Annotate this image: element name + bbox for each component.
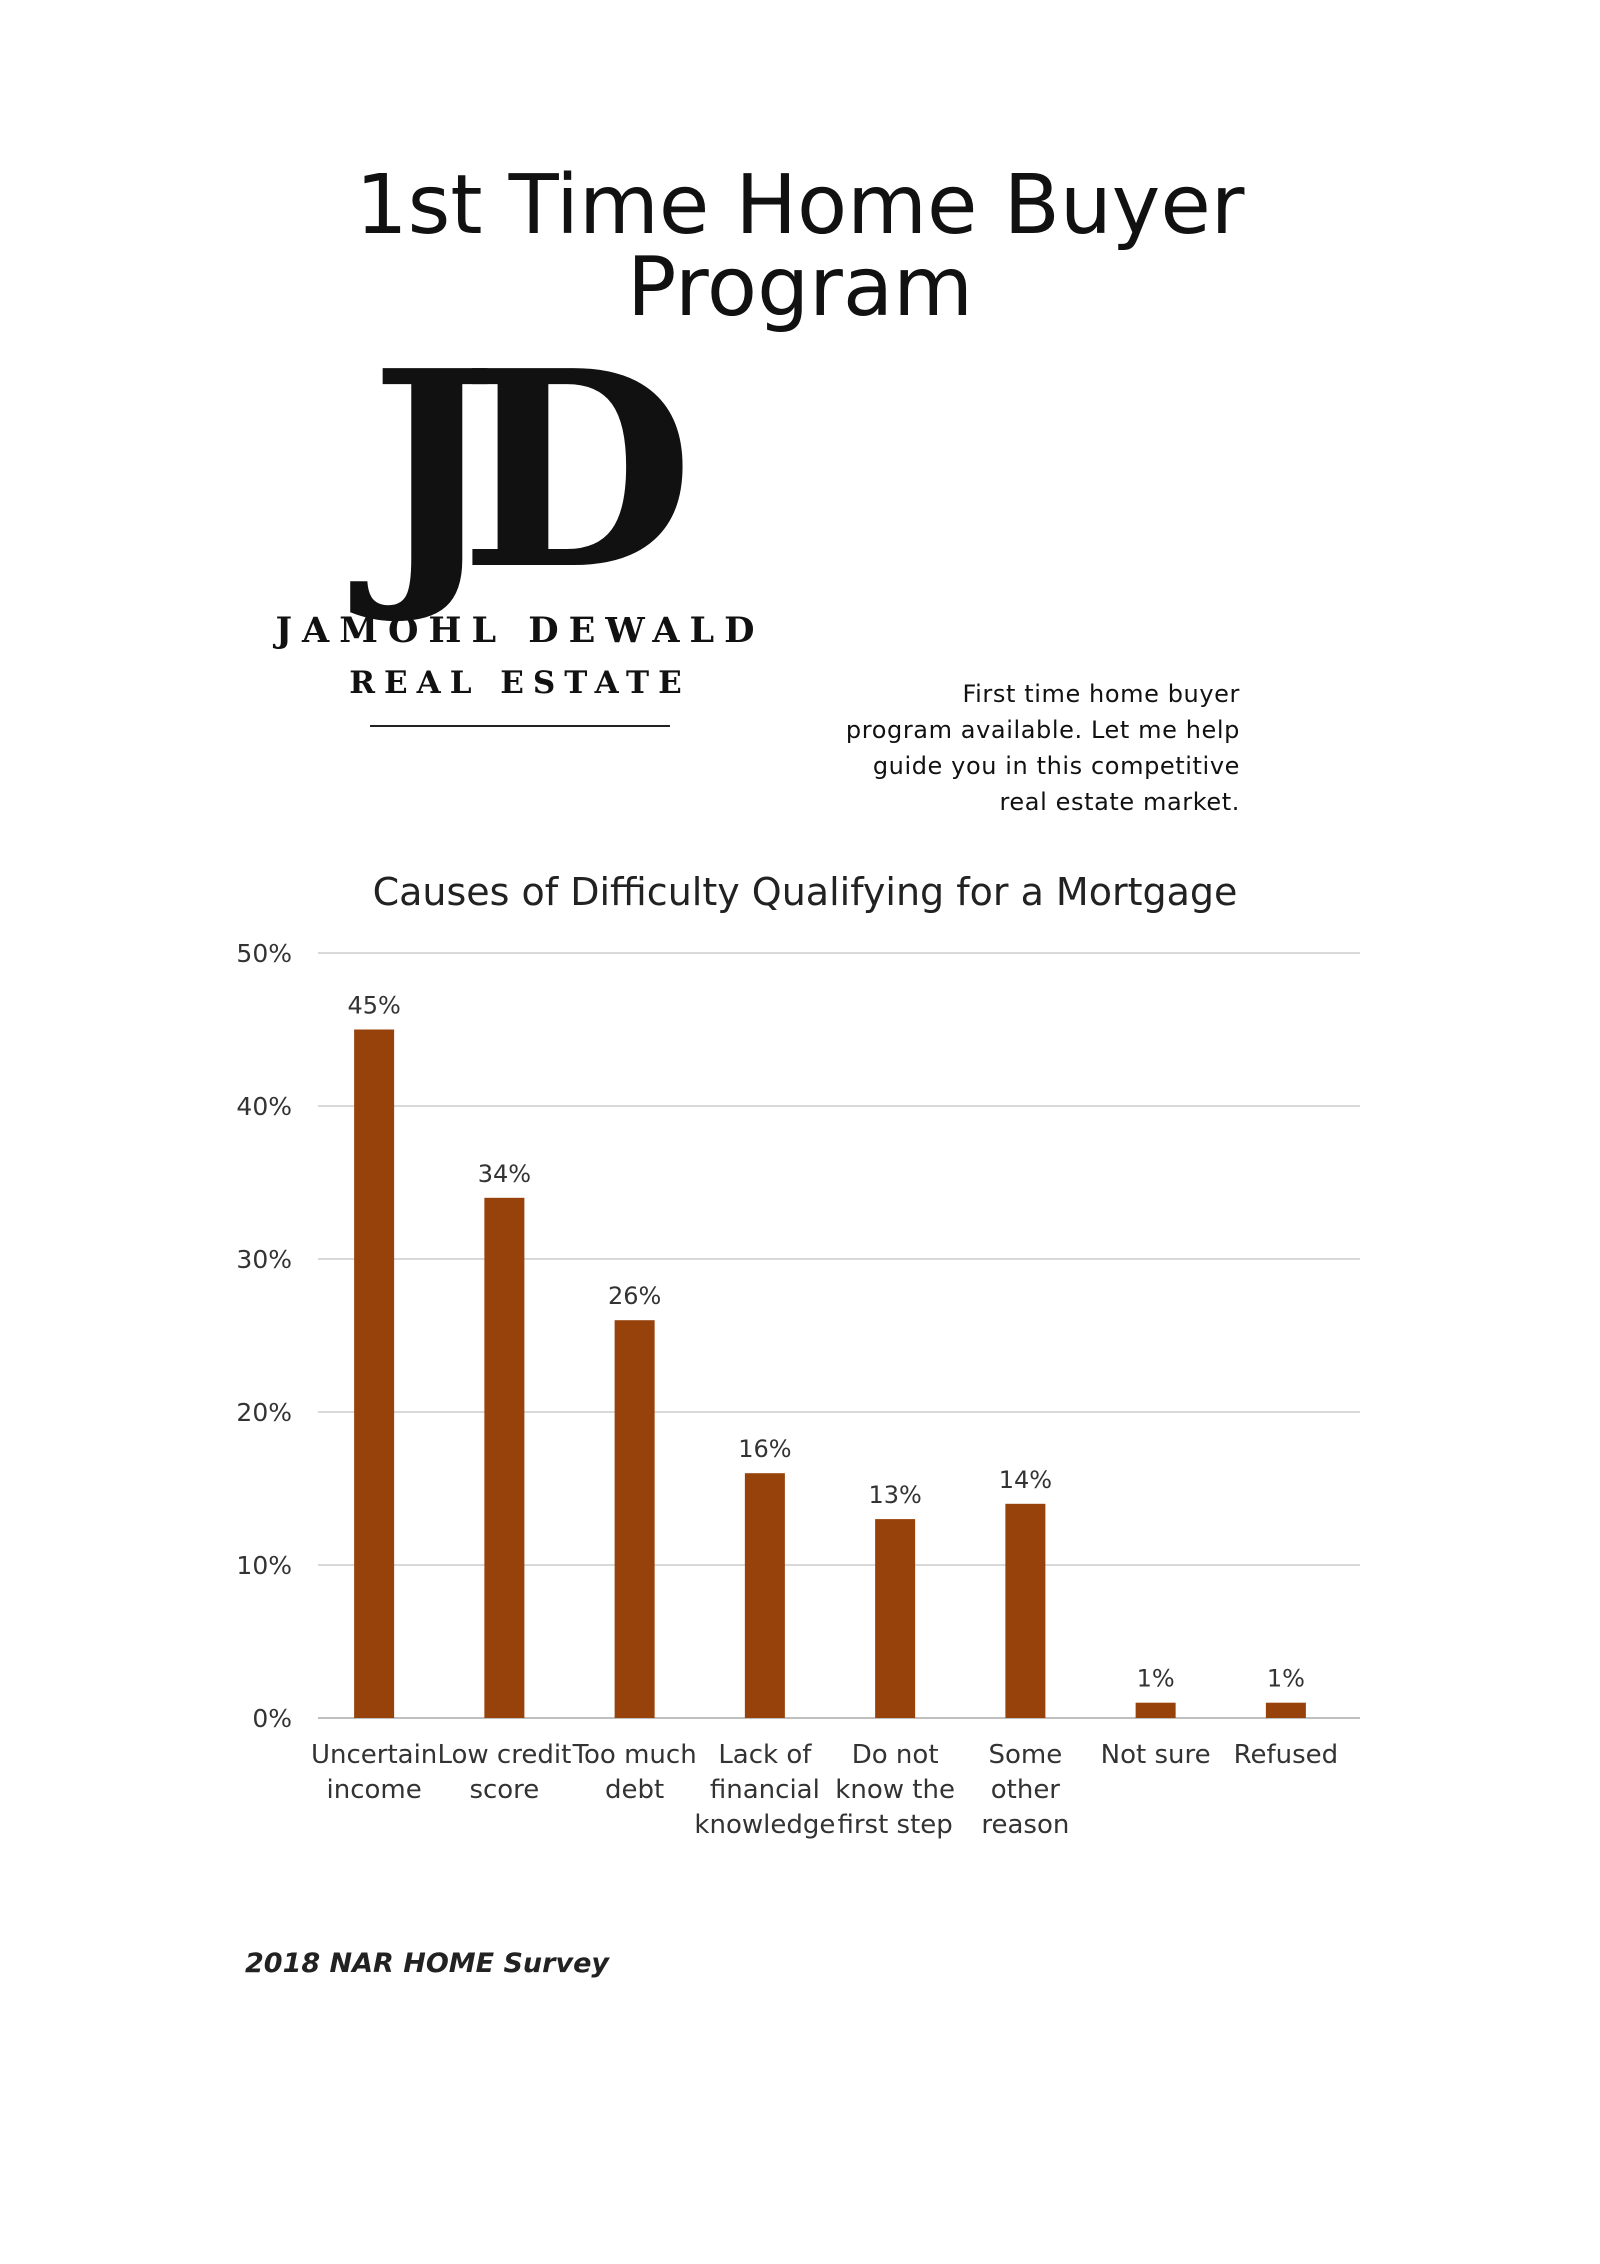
category-label: Not sure [1101, 1740, 1211, 1770]
blurb-line: program available. Let me help [845, 716, 1240, 744]
category-label: Low credit [437, 1740, 571, 1770]
category-label: Uncertain [311, 1740, 437, 1770]
category-label: know the [835, 1775, 955, 1805]
source-citation: 2018 NAR HOME Survey [245, 1948, 609, 1979]
bar-chart: Causes of Difficulty Qualifying for a Mo… [220, 860, 1380, 1860]
bar [484, 1197, 525, 1718]
data-label: 16% [738, 1435, 791, 1463]
bar [1265, 1702, 1306, 1718]
bar [1135, 1702, 1176, 1718]
category-label: Do not [852, 1740, 939, 1770]
category-label: Lack of [718, 1740, 812, 1770]
title-line-2: Program [627, 240, 973, 335]
category-label: Refused [1234, 1740, 1339, 1770]
title-line-1: 1st Time Home Buyer [355, 158, 1245, 253]
y-tick-label: 40% [236, 1092, 292, 1121]
y-tick-label: 50% [236, 939, 292, 968]
category-label: reason [981, 1810, 1069, 1840]
category-label: income [327, 1775, 422, 1805]
bar [744, 1473, 785, 1718]
blurb-line: guide you in this competitive [872, 752, 1240, 780]
bar [875, 1519, 916, 1718]
category-label: Some [989, 1740, 1063, 1770]
y-tick-label: 10% [236, 1551, 292, 1580]
bar [614, 1320, 655, 1718]
y-tick-label: 0% [252, 1704, 292, 1733]
blurb-line: First time home buyer [962, 680, 1240, 708]
category-label: Too much [572, 1740, 697, 1770]
logo-divider [370, 725, 670, 727]
promo-blurb: First time home buyer program available.… [780, 676, 1240, 820]
category-label: financial [710, 1775, 820, 1805]
logo-name: JAMOHL DEWALD [275, 610, 765, 651]
logo-monogram: JD [370, 311, 694, 629]
page-title: 1st Time Home Buyer Program [0, 165, 1600, 329]
y-tick-label: 20% [236, 1398, 292, 1427]
category-label: first step [837, 1810, 952, 1840]
data-label: 1% [1267, 1665, 1305, 1693]
category-label: score [469, 1775, 539, 1805]
bar [354, 1029, 395, 1718]
category-label: debt [605, 1775, 664, 1805]
data-label: 1% [1137, 1665, 1175, 1693]
data-label: 13% [868, 1481, 921, 1509]
category-label: knowledge [694, 1810, 835, 1840]
data-label: 45% [347, 992, 400, 1020]
data-label: 26% [608, 1282, 661, 1310]
category-label: other [991, 1775, 1061, 1805]
bar [1005, 1503, 1046, 1718]
chart-title: Causes of Difficulty Qualifying for a Mo… [373, 870, 1238, 914]
y-tick-label: 30% [236, 1245, 292, 1274]
data-label: 34% [478, 1160, 531, 1188]
data-label: 14% [999, 1466, 1052, 1494]
blurb-line: real estate market. [999, 788, 1240, 816]
logo-subtitle: REAL ESTATE [349, 665, 691, 701]
chart-svg: Causes of Difficulty Qualifying for a Mo… [236, 870, 1360, 1840]
